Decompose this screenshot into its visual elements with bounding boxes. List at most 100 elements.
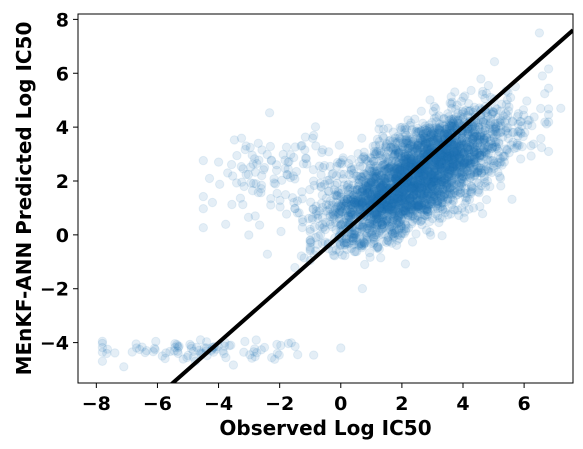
data-point (408, 191, 418, 202)
data-point (442, 180, 452, 190)
data-point (487, 141, 498, 151)
data-point (508, 137, 518, 147)
data-point (397, 202, 408, 212)
data-point (421, 198, 432, 209)
data-point (418, 147, 428, 158)
data-point (495, 154, 505, 164)
data-point (297, 187, 307, 197)
data-point (223, 168, 233, 178)
data-point (543, 110, 554, 120)
data-point (443, 168, 453, 178)
data-point (443, 195, 453, 205)
data-point (341, 213, 351, 223)
data-point (449, 173, 459, 184)
data-point (416, 170, 426, 180)
data-point (447, 103, 457, 114)
data-point (394, 165, 405, 175)
data-point (353, 171, 363, 182)
data-point (436, 189, 446, 199)
data-point (442, 122, 452, 133)
data-point (412, 186, 423, 196)
data-point (355, 194, 366, 205)
data-point (441, 161, 452, 171)
data-point (354, 230, 364, 240)
data-point (431, 154, 441, 165)
data-point (381, 143, 391, 153)
data-point (430, 158, 441, 168)
data-point (481, 161, 491, 172)
data-point (367, 177, 377, 188)
data-point (460, 164, 471, 175)
data-point (393, 187, 403, 197)
data-point (412, 145, 423, 156)
data-point (262, 249, 273, 259)
data-point (336, 169, 346, 179)
data-point (414, 183, 425, 194)
data-point (102, 344, 113, 354)
data-point (422, 141, 432, 152)
data-point (438, 151, 449, 162)
data-point (412, 174, 423, 185)
data-point (357, 133, 367, 143)
data-point (391, 163, 401, 174)
data-point (439, 128, 450, 138)
data-point (435, 122, 445, 132)
data-point (400, 128, 410, 138)
data-point (447, 181, 458, 191)
data-point (491, 137, 501, 148)
data-point (317, 219, 328, 230)
data-point (345, 207, 356, 217)
data-point (399, 155, 409, 166)
data-point (483, 111, 493, 121)
data-point (356, 238, 366, 249)
data-point (455, 154, 465, 165)
data-point (382, 176, 392, 186)
data-point (427, 199, 437, 209)
data-point (402, 150, 412, 160)
data-point (361, 181, 371, 191)
data-point (429, 167, 439, 177)
data-point (393, 157, 404, 168)
data-point (492, 144, 502, 154)
data-point (480, 138, 490, 149)
data-point (394, 136, 404, 147)
data-point (399, 192, 409, 202)
data-point (432, 196, 443, 207)
data-point (409, 178, 420, 189)
data-point (365, 252, 375, 262)
data-point (389, 150, 400, 160)
data-point (465, 126, 475, 137)
data-point (394, 198, 405, 208)
data-point (413, 140, 423, 151)
data-point (340, 250, 350, 261)
data-point (462, 136, 473, 147)
data-point (474, 188, 484, 198)
data-point (410, 114, 420, 124)
data-point (489, 142, 500, 152)
data-point (439, 190, 450, 200)
data-point (369, 172, 379, 182)
data-point (451, 170, 461, 180)
data-point (393, 230, 403, 240)
data-point (426, 230, 436, 240)
data-point (342, 182, 353, 193)
data-point (386, 172, 396, 182)
data-point (403, 144, 413, 154)
data-point (476, 131, 486, 142)
data-point (446, 170, 457, 181)
data-point (388, 195, 398, 205)
data-point (431, 117, 441, 127)
data-point (470, 124, 481, 134)
data-point (328, 212, 338, 222)
data-point (215, 179, 225, 190)
data-point (403, 195, 413, 206)
data-point (417, 220, 427, 230)
data-point (488, 132, 498, 143)
data-point (493, 112, 503, 123)
data-point (361, 189, 372, 200)
data-point (321, 206, 331, 216)
data-point (347, 210, 358, 220)
data-point (412, 188, 422, 199)
data-point (498, 151, 508, 162)
data-point (388, 152, 398, 162)
